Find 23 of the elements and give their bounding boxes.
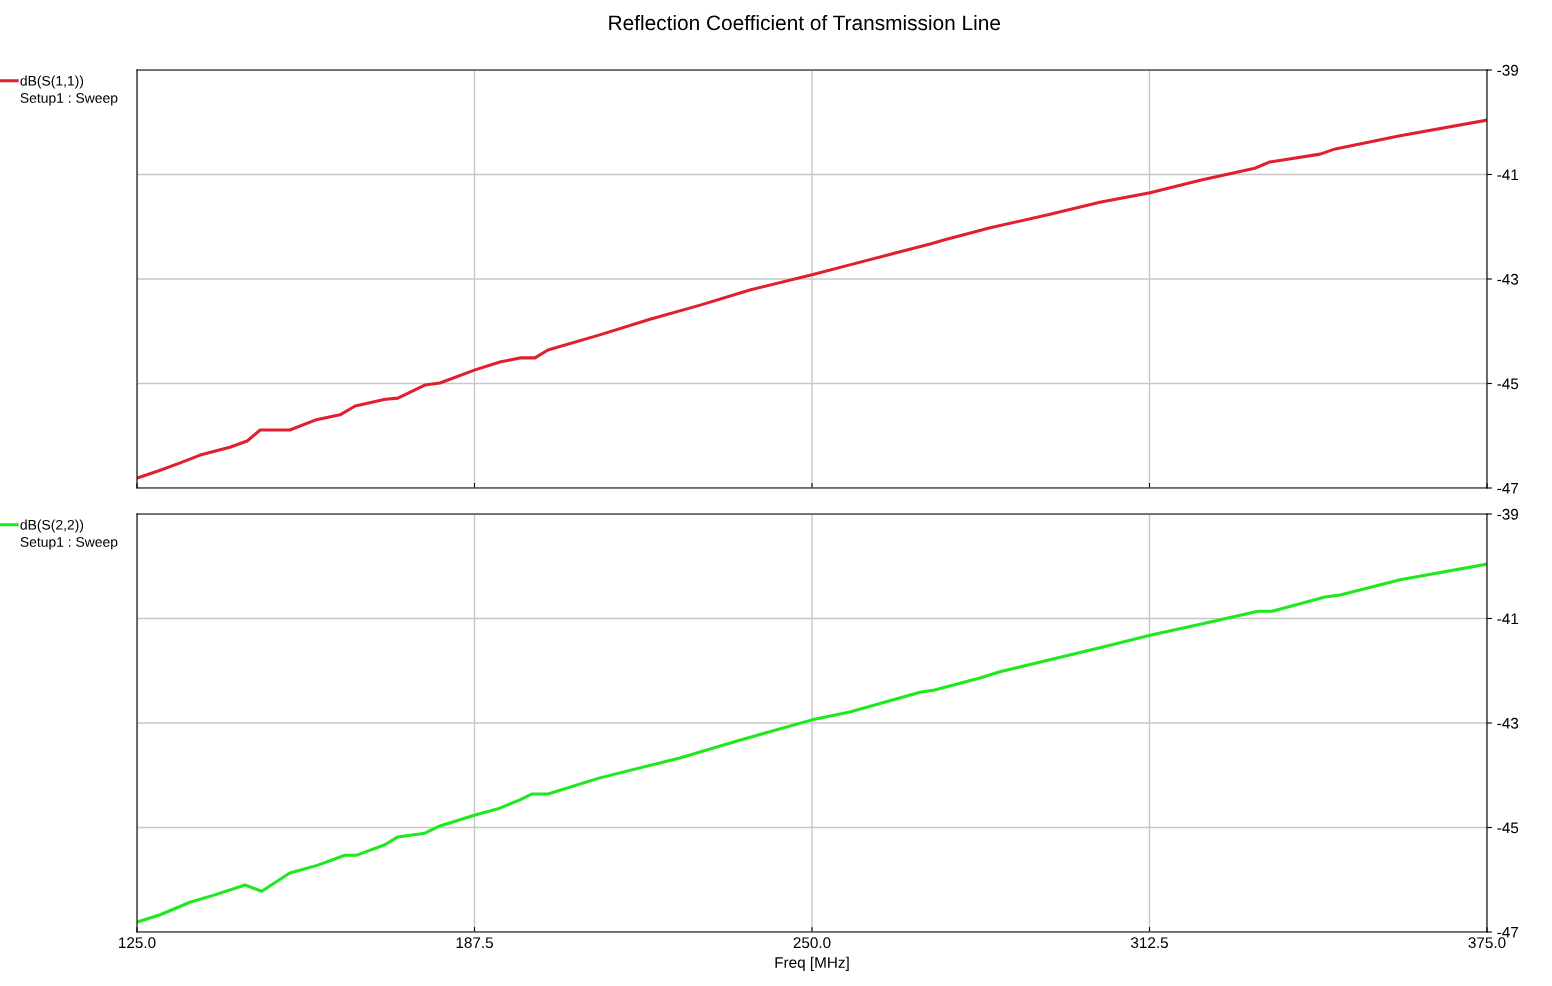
y-tick-label: -45: [1497, 822, 1519, 834]
chart-title: Reflection Coefficient of Transmission Line: [609, 14, 1000, 31]
line-series: [137, 118, 1487, 480]
y-tick-label: -45: [1497, 378, 1519, 390]
x-tick-label: 375.0: [1468, 937, 1506, 949]
x-tick-label: 187.5: [456, 937, 493, 949]
y-tick-label: -43: [1497, 273, 1519, 285]
y-tick-label: -43: [1497, 717, 1519, 729]
y-tick-label: -39: [1497, 64, 1519, 76]
x-tick-label: 250.0: [793, 937, 831, 949]
text: Setup1 : Sweep: [20, 537, 118, 550]
x-tick-label: 312.5: [1130, 937, 1168, 949]
y-tick-label: -47: [1497, 927, 1519, 938]
text: Setup1 : Sweep: [20, 93, 118, 106]
y-tick-label: -47: [1497, 483, 1519, 494]
y-tick-label: -39: [1497, 508, 1519, 520]
y-tick-label: -41: [1497, 613, 1519, 625]
legend-label: dB(S(1,1)): [20, 75, 84, 89]
x-axis-title: Freq [MHz]: [775, 956, 849, 971]
line-series: [137, 562, 1487, 924]
x-tick-label: 125.0: [119, 937, 156, 949]
y-tick-label: -41: [1497, 169, 1519, 181]
legend-label: dB(S(2,2)): [20, 519, 84, 533]
